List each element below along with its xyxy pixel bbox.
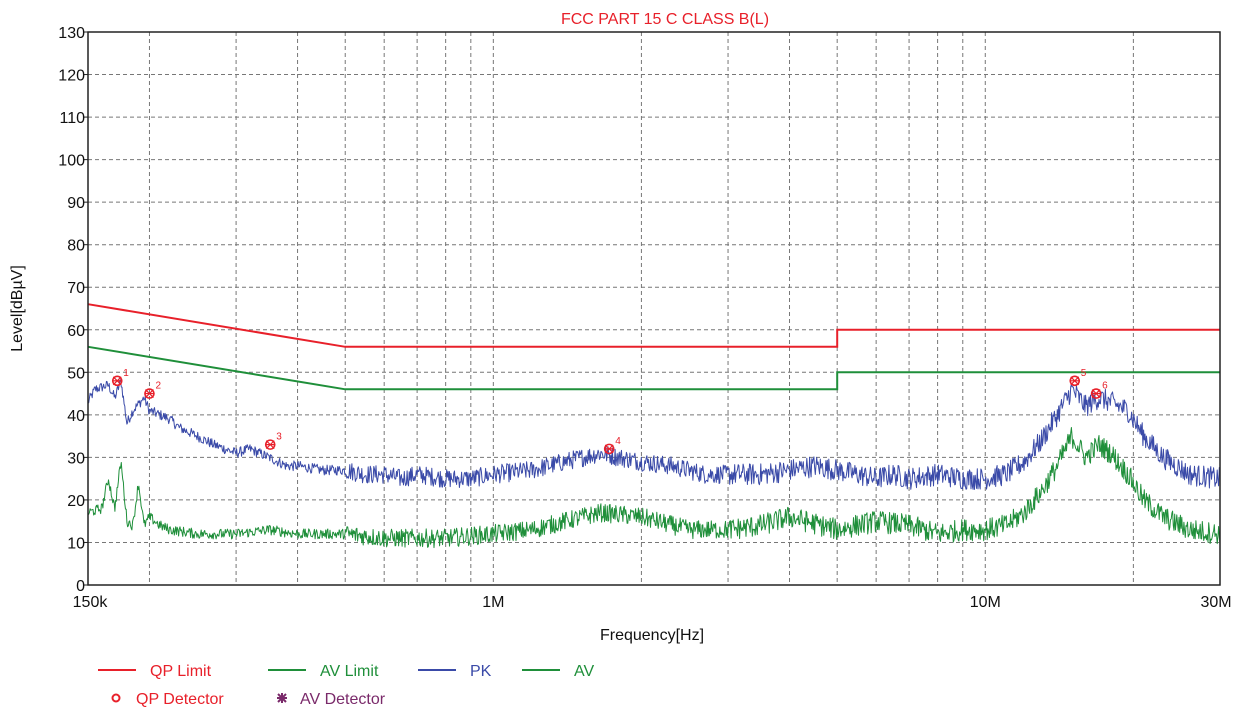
detector-marker-1: 1 <box>111 368 129 387</box>
y-axis-title: Level[dBµV] <box>9 265 26 352</box>
chart-title: FCC PART 15 C CLASS B(L) <box>561 11 769 28</box>
marker-label: 5 <box>1081 368 1087 379</box>
plot-area <box>88 32 1220 585</box>
marker-star <box>112 376 123 386</box>
x-tick-label: 1M <box>482 594 504 611</box>
detector-marker-4: 4 <box>603 436 621 455</box>
legend-item-av: AV <box>522 663 594 680</box>
y-tick-label: 60 <box>67 323 85 340</box>
legend-item-pk: PK <box>418 663 492 680</box>
marker-star <box>144 389 155 399</box>
marker-layer: 1 2 3 4 5 6 <box>111 368 1108 455</box>
marker-label: 3 <box>276 432 282 443</box>
legend-item-av-detector: AV Detector <box>277 691 386 708</box>
y-tick-label: 110 <box>59 110 85 127</box>
y-tick-label: 0 <box>76 578 85 595</box>
plot-background <box>88 32 1220 585</box>
legend-item-marker: QP Detector <box>111 691 224 708</box>
y-tick-label: 30 <box>67 450 85 467</box>
y-tick-label: 40 <box>67 408 85 425</box>
legend: QP Limit AV Limit PK AV QP Detector AV Detect… <box>98 663 594 708</box>
marker-star <box>265 440 276 450</box>
x-tick-label: 10M <box>970 594 1001 611</box>
y-tick-label: 120 <box>58 68 85 85</box>
detector-marker-3: 3 <box>264 432 282 450</box>
x-axis-title: Frequency[Hz] <box>600 627 704 644</box>
y-tick-label: 70 <box>67 280 85 297</box>
legend-label: AV Limit <box>320 663 379 680</box>
detector-marker-2: 2 <box>144 381 161 399</box>
y-tick-label: 20 <box>67 493 85 510</box>
x-tick-label: 30M <box>1200 594 1231 611</box>
series-qp-limit <box>87 303 1220 348</box>
legend-label: QP Limit <box>150 663 212 680</box>
legend-label: AV <box>574 663 594 680</box>
marker-label: 4 <box>615 436 621 447</box>
series-av-limit <box>87 345 1220 391</box>
detector-marker-5: 5 <box>1069 368 1087 387</box>
plot-frame <box>87 31 1221 586</box>
legend-swatch <box>277 693 287 703</box>
legend-item-qp-limit: QP Limit <box>98 663 212 680</box>
y-tick-label: 50 <box>67 365 85 382</box>
series-layer <box>87 303 1221 549</box>
legend-item-av-limit: AV Limit <box>268 663 379 680</box>
legend-label: QP Detector <box>136 691 224 708</box>
y-tick-label: 10 <box>67 535 85 552</box>
marker-star <box>1069 376 1080 386</box>
y-tick-label: 90 <box>67 195 85 212</box>
axes: 0 10 20 30 40 50 60 70 80 90 100 110 120 130 150k 1M 10M… <box>58 25 1231 611</box>
series-pk <box>87 379 1221 490</box>
y-tick-label: 100 <box>58 153 85 170</box>
legend-label: AV Detector <box>300 691 386 708</box>
detector-marker-6: 6 <box>1090 381 1108 399</box>
series-av <box>87 427 1221 549</box>
legend-label: PK <box>470 663 492 680</box>
y-tick-label: 80 <box>67 238 85 255</box>
marker-label: 2 <box>155 381 161 392</box>
marker-label: 1 <box>123 368 129 379</box>
grid <box>88 32 1220 585</box>
x-tick-label: 150k <box>73 594 109 611</box>
marker-star <box>604 444 615 454</box>
legend-swatch <box>111 693 121 703</box>
marker-star <box>1091 389 1102 399</box>
marker-label: 6 <box>1102 381 1108 392</box>
y-tick-label: 130 <box>58 25 85 42</box>
